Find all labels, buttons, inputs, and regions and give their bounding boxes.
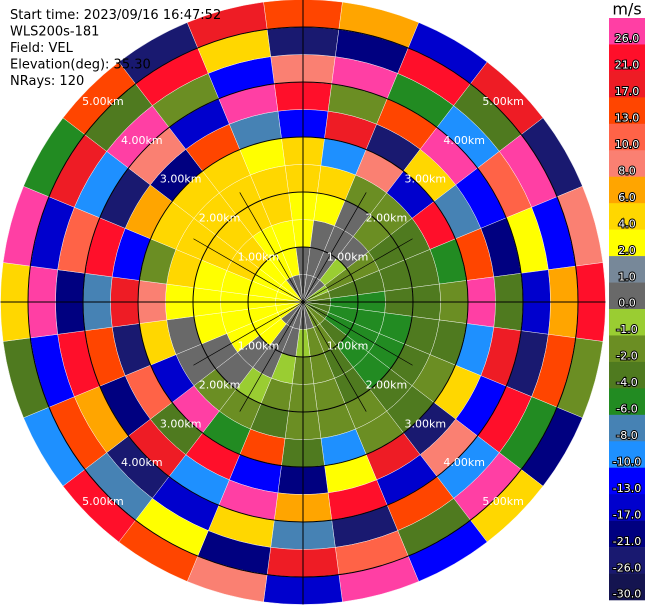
colorbar-title: m/s bbox=[612, 0, 641, 19]
colorbar-band bbox=[609, 150, 645, 178]
spoke bbox=[193, 238, 304, 303]
colorbar-band bbox=[609, 547, 645, 574]
colorbar-band bbox=[609, 123, 645, 151]
info-line: WLS200s-181 bbox=[10, 25, 99, 40]
colorbar-label: 10.0 bbox=[615, 138, 640, 151]
colorbar-label: -17.0 bbox=[613, 508, 641, 521]
colorbar-band bbox=[609, 97, 645, 125]
ring-label: 1.00km bbox=[238, 340, 280, 353]
colorbar-band bbox=[609, 494, 645, 521]
colorbar-band bbox=[609, 18, 645, 45]
ring-label: 1.00km bbox=[327, 340, 369, 353]
colorbar-label: -8.0 bbox=[616, 429, 637, 442]
colorbar-label: 0.0 bbox=[618, 297, 636, 310]
ring-label: 4.00km bbox=[443, 134, 485, 147]
colorbar-label: 8.0 bbox=[618, 164, 636, 177]
colorbar-band bbox=[609, 467, 645, 495]
info-line: Start time: 2023/09/16 16:47:52 bbox=[10, 8, 221, 23]
colorbar-band bbox=[609, 361, 645, 389]
colorbar-label: 4.0 bbox=[618, 217, 636, 230]
colorbar-label: -30.0 bbox=[613, 588, 641, 601]
ring-label: 3.00km bbox=[405, 173, 447, 186]
ring-label: 5.00km bbox=[482, 495, 524, 508]
spoke bbox=[239, 192, 304, 303]
colorbar-label: -2.0 bbox=[616, 350, 637, 363]
ring-label: 5.00km bbox=[82, 95, 124, 108]
info-line: NRays: 120 bbox=[10, 74, 84, 89]
spoke bbox=[302, 238, 413, 303]
ring-label: 4.00km bbox=[121, 134, 163, 147]
info-line: Elevation(deg): 35.30 bbox=[10, 58, 151, 73]
spoke bbox=[302, 192, 367, 303]
ring-label: 1.00km bbox=[238, 250, 280, 263]
colorbar-band bbox=[609, 414, 645, 442]
colorbar-label: 26.0 bbox=[615, 32, 640, 45]
ring-label: 5.00km bbox=[82, 495, 124, 508]
ring-label: 5.00km bbox=[482, 95, 524, 108]
ring-label: 3.00km bbox=[160, 173, 202, 186]
colorbar-band bbox=[609, 282, 645, 310]
range-ring bbox=[137, 136, 469, 468]
ring-label: 2.00km bbox=[366, 378, 408, 391]
colorbar-label: -13.0 bbox=[613, 482, 641, 495]
info-block: Start time: 2023/09/16 16:47:52 WLS200s-1… bbox=[10, 8, 221, 89]
colorbar-label: 13.0 bbox=[615, 112, 640, 125]
colorbar-band bbox=[609, 203, 645, 230]
colorbar-label: 17.0 bbox=[615, 85, 640, 98]
ring-label: 3.00km bbox=[160, 417, 202, 430]
colorbar: 26.0 21.0 17.0 13.0 10.0 8.0 6.0 4.0 2.0 1.0 0.0 -1… bbox=[609, 18, 645, 602]
colorbar-label: 21.0 bbox=[615, 59, 640, 72]
colorbar-label: -26.0 bbox=[613, 561, 641, 574]
colorbar-band bbox=[609, 70, 645, 98]
colorbar-band bbox=[609, 229, 645, 257]
colorbar-label: 1.0 bbox=[618, 270, 636, 283]
colorbar-label: -1.0 bbox=[616, 323, 637, 336]
colorbar-band bbox=[609, 335, 645, 363]
ring-label: 4.00km bbox=[121, 456, 163, 469]
ring-label: 2.00km bbox=[199, 378, 241, 391]
colorbar-band bbox=[609, 256, 645, 283]
colorbar-label: -6.0 bbox=[616, 403, 637, 416]
colorbar-band bbox=[609, 309, 645, 336]
spoke bbox=[239, 301, 304, 412]
spoke bbox=[302, 301, 367, 412]
colorbar-label: 2.0 bbox=[618, 244, 636, 257]
colorbar-band bbox=[609, 176, 645, 204]
colorbar-band bbox=[609, 520, 645, 548]
ring-label: 4.00km bbox=[443, 456, 485, 469]
colorbar-band bbox=[609, 44, 645, 72]
ring-label: 2.00km bbox=[366, 212, 408, 225]
colorbar-band bbox=[609, 441, 645, 469]
colorbar-label: -4.0 bbox=[616, 376, 637, 389]
colorbar-label: 6.0 bbox=[618, 191, 636, 204]
spoke bbox=[193, 301, 304, 366]
colorbar-band bbox=[609, 388, 645, 416]
range-ring bbox=[27, 26, 579, 578]
info-line: Field: VEL bbox=[10, 41, 74, 56]
range-ring bbox=[82, 81, 524, 523]
grid: 1.00km 1.00km 1.00km 1.00km 2.00km 2.00km 2.00… bbox=[0, 0, 606, 605]
ring-label: 3.00km bbox=[405, 417, 447, 430]
range-ring bbox=[247, 246, 359, 358]
spoke bbox=[302, 301, 413, 366]
range-ring bbox=[192, 191, 414, 413]
colorbar-band bbox=[609, 573, 645, 601]
colorbar-label: -21.0 bbox=[613, 535, 641, 548]
ring-label: 2.00km bbox=[199, 212, 241, 225]
colorbar-label: -10.0 bbox=[613, 455, 641, 468]
ring-label: 1.00km bbox=[327, 250, 369, 263]
